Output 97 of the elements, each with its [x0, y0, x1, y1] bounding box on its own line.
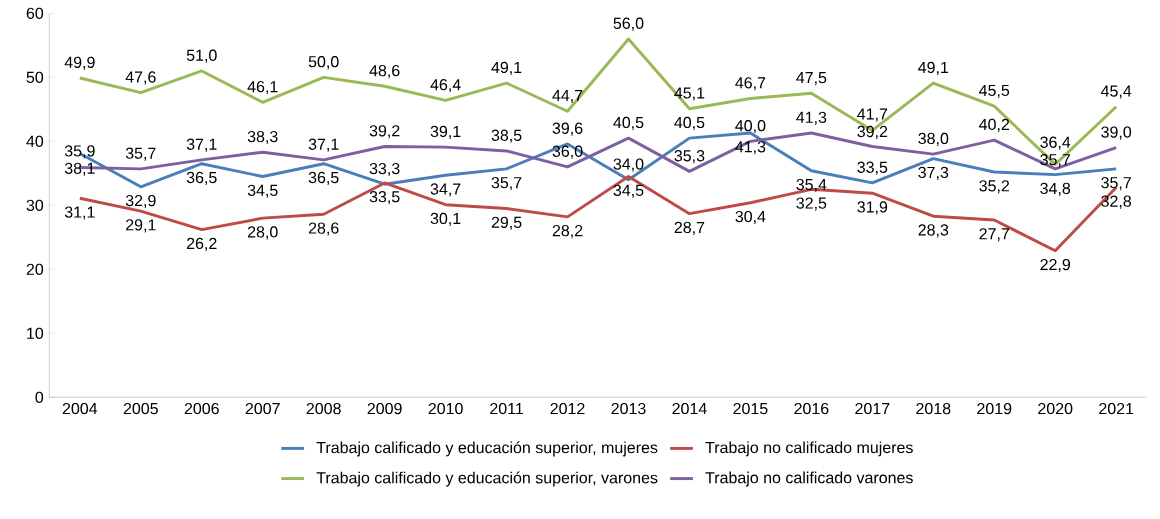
x-tick-label: 2007: [245, 403, 280, 415]
data-label: 26,2: [186, 237, 217, 252]
data-label: 48,6: [369, 65, 400, 79]
y-tick-label: 10: [27, 327, 44, 340]
data-label: 30,4: [735, 211, 766, 225]
data-label: 35,3: [674, 150, 705, 164]
data-label: 34,5: [613, 184, 644, 199]
data-label: 46,7: [735, 77, 766, 91]
data-label: 40,0: [735, 120, 766, 134]
data-label: 38,1: [64, 162, 95, 177]
data-label: 29,5: [491, 216, 522, 231]
data-label: 35,7: [491, 177, 522, 191]
data-label: 33,5: [857, 161, 888, 175]
data-label: 46,1: [247, 81, 278, 95]
x-tick-label: 2006: [184, 403, 219, 415]
data-label: 47,5: [796, 72, 827, 86]
x-tick-label: 2009: [367, 403, 402, 415]
x-tick-label: 2005: [123, 403, 158, 415]
data-label: 34,7: [430, 183, 461, 197]
data-label: 33,3: [369, 163, 400, 177]
y-tick-label: 20: [26, 263, 44, 276]
data-label: 28,0: [247, 226, 278, 240]
data-label: 36,0: [552, 145, 583, 159]
data-label: 32,5: [796, 197, 827, 211]
data-label: 38,5: [491, 129, 522, 143]
data-label: 49,1: [491, 61, 522, 76]
x-tick-label: 2015: [733, 403, 768, 415]
data-label: 28,6: [308, 222, 339, 236]
y-tick-label: 40: [26, 135, 44, 148]
data-label: 32,9: [125, 195, 156, 209]
data-label: 32,8: [1101, 195, 1132, 209]
data-label: 28,3: [918, 224, 949, 238]
data-label: 45,5: [979, 85, 1010, 99]
data-label: 46,4: [430, 79, 461, 93]
data-label: 45,4: [1100, 85, 1132, 99]
data-label: 37,1: [186, 138, 217, 152]
data-label: 49,9: [64, 56, 95, 71]
y-tick-label: 50: [26, 71, 44, 84]
data-label: 56,0: [613, 17, 644, 31]
data-label: 41,3: [735, 141, 766, 155]
data-label: 41,3: [796, 111, 827, 126]
data-label: 40,5: [613, 116, 644, 131]
data-label: 35,2: [979, 180, 1010, 194]
x-tick-label: 2010: [428, 403, 463, 415]
data-label: 33,5: [369, 191, 400, 205]
data-label: 36,5: [186, 172, 217, 186]
data-label: 38,3: [247, 131, 278, 145]
x-tick-label: 2004: [62, 403, 98, 415]
data-label: 28,7: [674, 221, 705, 236]
legend-label: Trabajo calificado y educación superior, varones: [316, 471, 658, 487]
data-label: 37,3: [918, 166, 949, 181]
data-label: 49,1: [918, 61, 949, 76]
data-label: 35,7: [1101, 177, 1131, 191]
data-label: 34,0: [613, 158, 644, 172]
data-label: 51,0: [186, 49, 217, 63]
data-label: 39,1: [430, 125, 461, 140]
x-tick-label: 2012: [550, 403, 585, 415]
legend-label: Trabajo no calificado varones: [705, 471, 913, 487]
x-tick-label: 2021: [1099, 403, 1134, 415]
x-tick-label: 2011: [490, 403, 523, 415]
x-tick-label: 2016: [794, 403, 829, 415]
data-label: 37,1: [308, 138, 339, 152]
data-label: 38,0: [918, 132, 949, 147]
x-tick-label: 2020: [1038, 403, 1073, 415]
data-label: 41,7: [857, 108, 888, 122]
x-tick-label: 2019: [977, 403, 1012, 415]
data-label: 47,6: [125, 71, 156, 85]
x-tick-label: 2017: [855, 403, 890, 415]
x-tick-label: 2008: [306, 403, 341, 415]
data-label: 35,9: [64, 145, 95, 159]
data-label: 40,2: [979, 118, 1010, 133]
y-tick-label: 60: [26, 7, 44, 20]
data-label: 39,2: [857, 126, 888, 140]
legend-label: Trabajo calificado y educación superior, mujeres: [316, 441, 658, 457]
y-tick-label: 30: [26, 199, 44, 212]
data-label: 30,1: [430, 212, 461, 227]
data-label: 28,2: [552, 225, 583, 239]
data-label: 36,5: [308, 172, 339, 186]
data-label: 22,9: [1040, 259, 1071, 273]
data-label: 39,2: [369, 125, 400, 139]
data-label: 34,8: [1040, 182, 1071, 197]
x-tick-label: 2018: [916, 403, 951, 415]
data-label: 27,7: [979, 228, 1010, 242]
data-label: 31,9: [857, 201, 888, 215]
y-tick-label: 0: [35, 391, 44, 404]
data-label: 36,4: [1040, 136, 1071, 150]
legend-label: Trabajo no calificado mujeres: [705, 441, 913, 457]
x-tick-label: 2013: [611, 403, 646, 415]
x-tick-label: 2014: [672, 403, 707, 415]
data-label: 34,5: [247, 184, 278, 199]
data-label: 31,1: [64, 206, 95, 220]
data-label: 40,5: [674, 116, 705, 131]
data-label: 29,1: [126, 219, 156, 233]
data-label: 35,7: [125, 147, 156, 161]
data-label: 39,0: [1101, 126, 1132, 140]
data-label: 39,6: [552, 122, 583, 136]
data-label: 50,0: [308, 56, 339, 70]
